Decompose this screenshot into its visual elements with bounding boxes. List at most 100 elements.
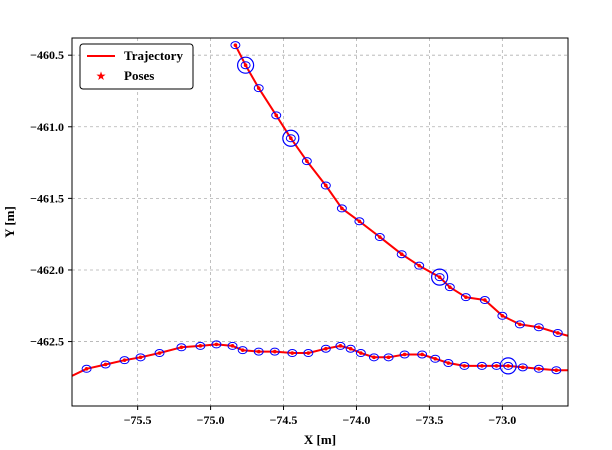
pose-covariance-ellipse: [253, 347, 264, 356]
legend-star-swatch: ★: [96, 69, 107, 83]
pose-covariance-ellipse: [355, 349, 366, 358]
pose-covariance-ellipse: [345, 344, 356, 353]
pose-covariance-ellipse: [100, 360, 111, 369]
pose-covariance-ellipse: [374, 233, 385, 242]
pose-marker: [386, 355, 391, 360]
pose-covariance-ellipse: [320, 181, 331, 190]
pose-marker: [537, 366, 541, 371]
y-tick-label: −462.5: [30, 335, 64, 349]
pose-marker: [357, 219, 362, 224]
pose-marker: [520, 365, 525, 370]
x-tick-label: −73.0: [488, 413, 516, 427]
pose-marker: [372, 355, 376, 360]
pose-covariance-ellipse: [460, 293, 471, 302]
pose-covariance-ellipse: [230, 41, 241, 50]
pose-marker: [402, 352, 407, 357]
pose-covariance-ellipse: [417, 350, 428, 359]
pose-covariance-ellipse: [533, 364, 544, 373]
pose-covariance-ellipse: [195, 341, 206, 350]
keyframe-covariance-ellipse: [431, 268, 449, 286]
axis-ticks: −75.5 −75.0 −74.5 −74.0 −73.5 −73.0 −460.5 −461…: [30, 48, 516, 427]
pose-covariance-ellipse: [285, 134, 296, 143]
pose-covariance-ellipse: [551, 366, 562, 375]
pose-marker: [198, 344, 203, 348]
pose-covariance-ellipse: [335, 341, 346, 350]
pose-marker: [289, 136, 293, 141]
pose-marker: [359, 351, 363, 355]
pose-marker: [256, 349, 261, 354]
pose-marker: [378, 235, 382, 239]
pose-covariance-ellipse: [336, 204, 347, 213]
pose-covariance-ellipse: [443, 359, 454, 368]
pose-marker: [84, 366, 89, 371]
pose-marker: [554, 368, 559, 373]
pose-covariance-ellipse: [135, 353, 146, 362]
pose-covariance-ellipse: [533, 323, 544, 332]
pose-covariance-ellipse: [368, 353, 379, 362]
pose-covariance-ellipse: [237, 346, 248, 355]
pose-covariance-ellipse: [476, 361, 487, 370]
pose-covariance-ellipse: [444, 283, 455, 292]
pose-marker: [433, 356, 438, 361]
pose-marker: [494, 364, 499, 368]
keyframe-covariance-ellipse: [237, 56, 255, 74]
pose-marker: [464, 295, 468, 299]
pose-covariance-ellipse: [459, 361, 470, 370]
pose-marker: [274, 113, 279, 118]
pose-covariance-ellipse: [303, 349, 314, 358]
pose-covariance-ellipse: [479, 296, 490, 305]
pose-covariance-ellipse: [414, 261, 425, 270]
pose-covariance-ellipse: [396, 250, 407, 259]
pose-marker: [240, 348, 245, 352]
pose-marker: [506, 364, 510, 368]
pose-marker: [290, 351, 295, 355]
pose-covariance-ellipse: [154, 349, 165, 358]
pose-marker: [157, 351, 162, 355]
pose-covariance-ellipse: [253, 84, 264, 93]
pose-marker: [448, 285, 452, 289]
x-axis-title: X [m]: [304, 432, 336, 447]
keyframe-covariance-ellipse: [282, 129, 300, 147]
pose-marker: [446, 361, 451, 365]
pose-marker: [272, 349, 277, 354]
pose-marker: [483, 298, 487, 302]
y-axis-title: Y [m]: [2, 206, 17, 238]
clipped-series: [72, 41, 568, 377]
pose-covariance-ellipse: [271, 111, 282, 120]
pose-marker: [324, 183, 328, 188]
pose-marker: [437, 275, 442, 279]
pose-covariance-ellipse: [269, 347, 280, 356]
pose-marker: [122, 358, 127, 362]
pose-marker: [338, 344, 343, 348]
pose-covariance-ellipse: [434, 273, 445, 282]
x-tick-label: −74.0: [343, 413, 371, 427]
pose-covariance-ellipse: [491, 361, 502, 370]
pose-marker: [243, 63, 248, 68]
y-tick-label: −461.0: [30, 120, 64, 134]
plot-data: [72, 41, 568, 377]
pose-marker: [348, 346, 353, 351]
pose-covariance-ellipse: [320, 344, 331, 353]
pose-covariance-ellipse: [287, 349, 298, 358]
pose-marker: [417, 263, 422, 268]
pose-marker: [214, 342, 219, 347]
pose-covariance-ellipse: [354, 217, 365, 226]
x-tick-label: −75.0: [197, 413, 225, 427]
pose-marker: [179, 345, 184, 350]
pose-marker: [480, 364, 484, 368]
legend: Trajectory ★ Poses: [79, 43, 194, 90]
pose-marker: [103, 362, 108, 367]
pose-marker: [500, 313, 505, 318]
pose-covariance-ellipse: [240, 61, 251, 70]
pose-marker: [555, 331, 560, 335]
pose-marker: [399, 252, 404, 257]
y-tick-label: −462.0: [30, 263, 64, 277]
pose-marker: [518, 322, 522, 327]
pose-covariance-ellipse: [514, 320, 525, 329]
pose-covariance-ellipse: [301, 157, 312, 166]
pose-marker: [306, 351, 311, 355]
pose-covariance-ellipse: [383, 353, 394, 362]
keyframe-covariance-ellipse: [499, 357, 517, 375]
pose-covariance-ellipse: [81, 364, 92, 373]
